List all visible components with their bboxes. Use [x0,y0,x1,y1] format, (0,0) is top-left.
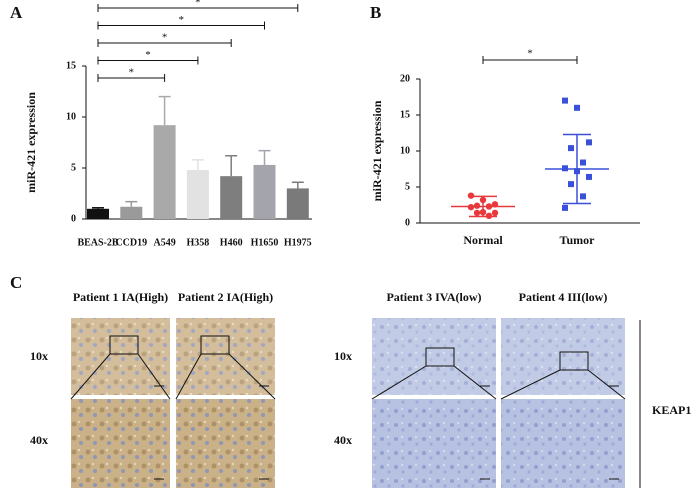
zoom-line [371,365,427,400]
data-point [562,97,568,104]
data-point [562,204,568,211]
ihc-image [176,399,275,488]
y-tick-label: 0 [71,213,76,224]
x-tick-label: H358 [187,237,210,248]
column-title: Patient 3 IVA(low) [386,290,481,304]
data-point [491,209,499,217]
column-title: Patient 1 IA(High) [73,290,168,304]
data-point [586,139,592,146]
x-tick-label: H460 [220,237,243,248]
bar [253,164,276,219]
significance-star: * [145,49,151,61]
row-label: 10x [334,349,352,363]
x-tick-label: BEAS-2B [77,237,118,248]
row-label: 40x [30,433,48,447]
significance-star: * [129,67,135,79]
y-axis-label: miR-421 expression [370,100,384,201]
y-tick-label: 5 [71,162,76,173]
data-point [568,181,574,188]
data-point [580,193,586,200]
panel-label: A [10,3,23,22]
significance-star: * [179,14,185,26]
ihc-image [71,318,170,395]
column-title: Patient 2 IA(High) [178,290,273,304]
ihc-image [71,399,170,488]
data-point [580,159,586,166]
bar [286,188,309,219]
y-tick-label: 10 [400,145,410,156]
bar [153,125,176,219]
data-point [473,209,481,217]
zoom-line [228,353,276,400]
data-point [586,173,592,180]
panel-label: C [10,273,22,292]
row-label: 40x [334,433,352,447]
ihc-image [372,318,496,395]
zoom-box [559,351,589,371]
significance-star: * [527,48,533,60]
bar [220,176,243,219]
bar [186,170,209,219]
zoom-line [175,353,202,400]
x-tick-label: Normal [463,233,503,247]
x-tick-label: Tumor [560,233,596,247]
ihc-image [372,399,496,488]
significance-star: * [162,32,168,44]
data-point [574,104,580,111]
y-axis-label: miR-421 expression [24,92,38,193]
x-tick-label: H1650 [251,237,279,248]
zoom-line [587,369,626,400]
column-title: Patient 4 III(low) [519,290,608,304]
panel-label: B [370,3,381,22]
zoom-line [137,353,171,400]
zoom-box [425,347,455,367]
row-label: 10x [30,349,48,363]
significance-star: * [195,0,201,9]
y-tick-label: 15 [66,60,76,71]
x-tick-label: CCD19 [115,237,147,248]
ihc-image [501,399,625,488]
bar [120,206,143,219]
y-tick-label: 20 [400,73,410,84]
zoom-box [109,335,139,355]
y-tick-label: 10 [66,111,76,122]
zoom-line [70,353,111,400]
data-point [568,145,574,152]
ihc-image [176,318,275,395]
y-tick-label: 0 [405,217,410,228]
ihc-image [501,318,625,395]
zoom-box [200,335,230,355]
y-tick-label: 15 [400,109,410,120]
y-tick-label: 5 [405,181,410,192]
x-tick-label: H1975 [284,237,312,248]
x-tick-label: A549 [153,237,175,248]
zoom-line [500,369,561,400]
marker-label: KEAP1 [652,403,691,417]
bar [87,208,109,219]
zoom-line [453,365,497,400]
